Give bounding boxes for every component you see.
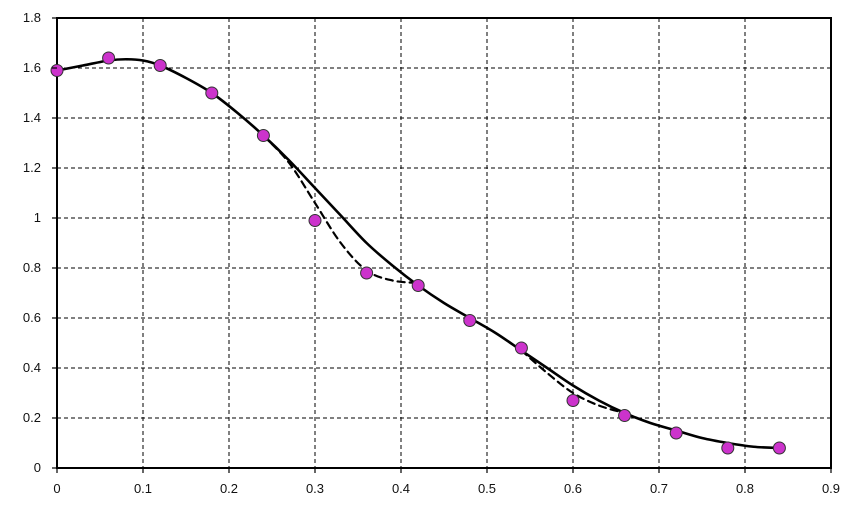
data-point-marker: [308, 214, 322, 227]
data-point-marker: [205, 86, 219, 100]
data-point-marker: [256, 129, 270, 142]
x-axis: 0 0.1 0.2 0.3 0.4 0.5 0.6 0.7 0.8 0.9: [53, 468, 840, 496]
x-tick-label: 0.1: [134, 481, 152, 496]
y-tick-label: 1.4: [23, 110, 41, 125]
grid: [57, 18, 831, 468]
y-tick-label: 1.6: [23, 60, 41, 75]
x-tick-label: 0.5: [478, 481, 496, 496]
y-tick-label: 0.6: [23, 310, 41, 325]
dashed-series-line: [520, 349, 626, 415]
data-point-marker: [360, 266, 374, 280]
data-point-marker: [411, 279, 425, 292]
data-point-marker: [721, 441, 735, 455]
dashed-series-line: [262, 134, 420, 285]
data-point-marker: [772, 441, 786, 455]
marker-layer: [50, 51, 786, 455]
data-point-marker: [153, 59, 167, 72]
x-tick-label: 0.7: [650, 481, 668, 496]
y-axis: 0 0.2 0.4 0.6 0.8 1 1.2 1.4 1.6 1.8: [23, 10, 57, 475]
data-point-marker: [463, 314, 477, 327]
y-tick-label: 1.8: [23, 10, 41, 25]
y-tick-label: 0: [34, 460, 41, 475]
y-tick-label: 0.2: [23, 410, 41, 425]
x-tick-label: 0.8: [736, 481, 754, 496]
x-tick-label: 0.3: [306, 481, 324, 496]
y-tick-label: 1.2: [23, 160, 41, 175]
data-point-marker: [514, 341, 528, 355]
plot-area: [56, 17, 832, 469]
y-tick-label: 1: [34, 210, 41, 225]
x-tick-label: 0.9: [822, 481, 840, 496]
data-point-marker: [669, 426, 683, 440]
data-point-marker: [50, 64, 64, 77]
x-tick-label: 0: [53, 481, 60, 496]
y-tick-label: 0.8: [23, 260, 41, 275]
data-point-marker: [566, 394, 580, 407]
x-tick-label: 0.6: [564, 481, 582, 496]
x-tick-label: 0.4: [392, 481, 410, 496]
data-point-marker: [102, 51, 116, 65]
y-tick-label: 0.4: [23, 360, 41, 375]
data-point-marker: [618, 409, 632, 422]
x-tick-label: 0.2: [220, 481, 238, 496]
